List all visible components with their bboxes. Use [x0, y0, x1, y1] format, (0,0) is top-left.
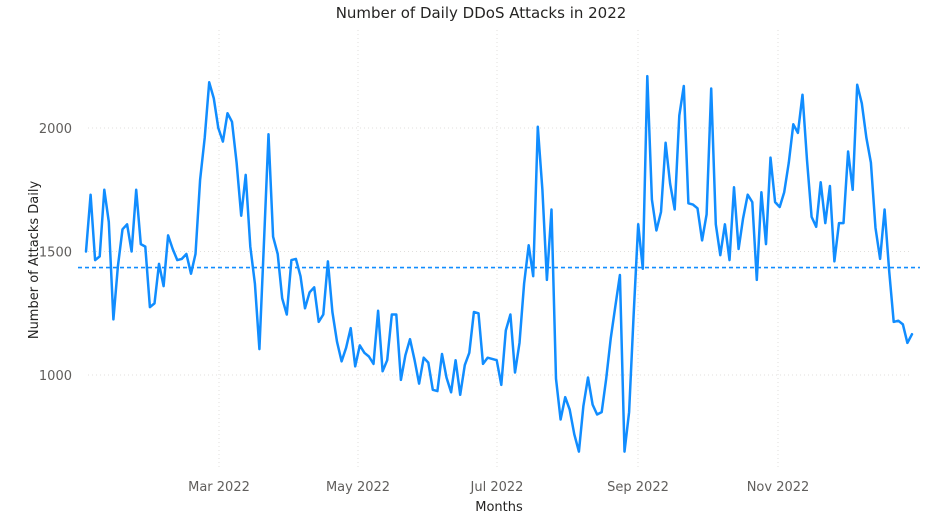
chart-title: Number of Daily DDoS Attacks in 2022	[336, 4, 627, 22]
series-line	[84, 74, 914, 453]
x-tick-label: May 2022	[326, 480, 390, 495]
y-tick-label: 1500	[39, 246, 72, 261]
gridlines	[88, 30, 912, 470]
y-tick-label: 2000	[39, 122, 72, 137]
x-tick-label: Sep 2022	[607, 480, 669, 495]
x-axis-title: Months	[475, 500, 523, 515]
x-tick-label: Jul 2022	[470, 480, 524, 495]
x-tick-label: Mar 2022	[188, 480, 250, 495]
series-layer	[84, 74, 914, 453]
x-axis-ticks: Mar 2022 May 2022 Jul 2022 Sep 2022 Nov 2022	[188, 480, 809, 495]
y-axis-title: Number of Attacks Daily	[27, 181, 42, 340]
y-axis-ticks: 1000 1500 2000	[39, 122, 72, 384]
x-tick-label: Nov 2022	[747, 480, 810, 495]
y-tick-label: 1000	[39, 369, 72, 384]
